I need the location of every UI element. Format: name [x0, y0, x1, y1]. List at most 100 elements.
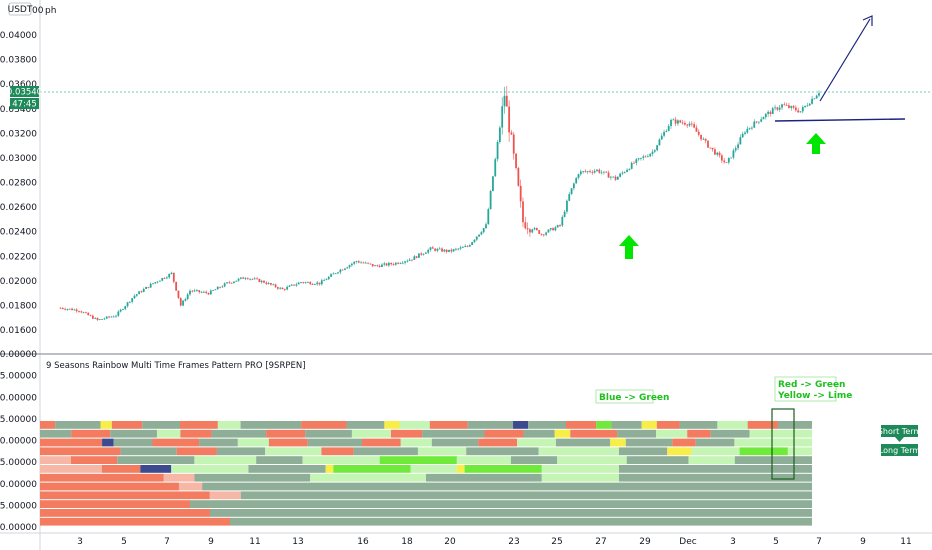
rainbow-segment: [656, 421, 680, 429]
candle-body: [524, 222, 527, 229]
rainbow-segment: [466, 447, 539, 456]
candle-body: [529, 229, 531, 233]
candle-body: [131, 298, 134, 302]
candle-body: [355, 261, 358, 263]
candle-body: [459, 247, 462, 249]
candle-body: [570, 188, 573, 195]
candle-body: [473, 239, 476, 243]
rainbow-segment: [431, 438, 479, 447]
candle-body: [681, 122, 684, 124]
candle-body: [815, 95, 818, 99]
candle-body: [434, 248, 437, 251]
rainbow-segment: [333, 465, 411, 473]
price-tick-label: 0.02000: [0, 277, 37, 287]
candle-body: [422, 253, 425, 255]
candle-body: [307, 282, 309, 283]
candle-body: [228, 282, 231, 284]
rainbow-segment: [268, 438, 308, 447]
rainbow-segment: [142, 421, 181, 429]
rainbow-segment: [734, 456, 812, 464]
candle-body: [744, 132, 746, 134]
x-tick-label: 11: [249, 537, 260, 547]
candle-body: [226, 282, 228, 284]
candle-body: [371, 264, 374, 267]
candle-body: [561, 216, 564, 226]
candle-body: [378, 265, 381, 267]
candle-body: [776, 107, 779, 110]
rainbow-segment: [240, 421, 302, 429]
candle-body: [788, 105, 790, 108]
x-tick-label: 5: [773, 537, 779, 547]
rainbow-segment: [570, 429, 618, 438]
candle-body: [339, 269, 342, 273]
price-tick-label: 0.02600: [0, 203, 37, 213]
candle-body: [672, 119, 675, 121]
candle-body: [256, 278, 258, 280]
rainbow-segment: [717, 421, 748, 429]
candle-body: [154, 282, 157, 284]
candle-body: [762, 117, 765, 120]
candle-body: [774, 107, 776, 109]
candle-body: [119, 309, 122, 312]
rainbow-segment: [417, 447, 467, 456]
candle-body: [633, 162, 635, 164]
rainbow-segment: [596, 421, 612, 429]
candle-body: [452, 249, 455, 252]
candle-body: [737, 144, 739, 149]
rainbow-segment: [619, 473, 812, 482]
candle-body: [730, 157, 733, 159]
x-tick-label: 25: [551, 537, 562, 547]
candle-body: [219, 286, 221, 288]
long-term-label: Long Term: [879, 446, 921, 455]
candle-body: [235, 280, 238, 282]
rainbow-segment: [749, 429, 812, 438]
time-x-axis: 3 5 7 9 11 13 16 18 20 23 25 27 29 Dec 3 5 7 9 11: [77, 537, 912, 547]
candle-body: [498, 127, 501, 142]
candle-body: [734, 148, 737, 151]
x-tick-label: 11: [900, 537, 911, 547]
rainbow-segment: [194, 473, 311, 482]
rainbow-segment: [40, 438, 103, 447]
candle-body: [265, 282, 268, 284]
rainbow-segment: [353, 447, 418, 456]
candle-body: [688, 123, 691, 126]
candle-body: [764, 113, 767, 118]
currency-chip[interactable]: [8, 2, 32, 16]
candle-body: [540, 233, 543, 235]
rainbow-segment: [307, 438, 362, 447]
price-candles: [59, 85, 820, 322]
rainbow-segment: [484, 429, 524, 438]
candle-body: [568, 194, 571, 201]
candle-body: [702, 138, 705, 140]
candle-body: [117, 311, 120, 316]
annotation-box-red-green: [774, 376, 837, 402]
x-tick-label: 7: [164, 537, 170, 547]
candle-body: [186, 294, 189, 300]
rainbow-segment: [541, 473, 619, 482]
candle-body: [799, 111, 802, 113]
candle-body: [276, 287, 279, 289]
candle-body: [408, 259, 411, 261]
resistance-line[interactable]: [774, 118, 906, 122]
candle-body: [64, 308, 67, 310]
candle-body: [487, 209, 490, 225]
candle-body: [806, 105, 809, 107]
price-tick-label: 0.02800: [0, 179, 37, 189]
candle-body: [263, 280, 265, 283]
candle-body: [674, 119, 677, 124]
rainbow-segment: [625, 438, 673, 447]
candle-body: [649, 153, 652, 157]
candle-body: [346, 267, 349, 269]
candle-body: [781, 104, 783, 108]
rainbow-segment: [384, 421, 400, 429]
rainbow-segment: [40, 500, 190, 508]
x-tick-label: 18: [401, 537, 413, 547]
candle-body: [436, 248, 439, 251]
candle-body: [244, 278, 247, 280]
candle-body: [510, 132, 513, 135]
rainbow-segment: [120, 447, 177, 456]
rainbow-segment: [156, 429, 181, 438]
candle-body: [665, 130, 668, 132]
breakout-arrow[interactable]: [819, 18, 871, 102]
